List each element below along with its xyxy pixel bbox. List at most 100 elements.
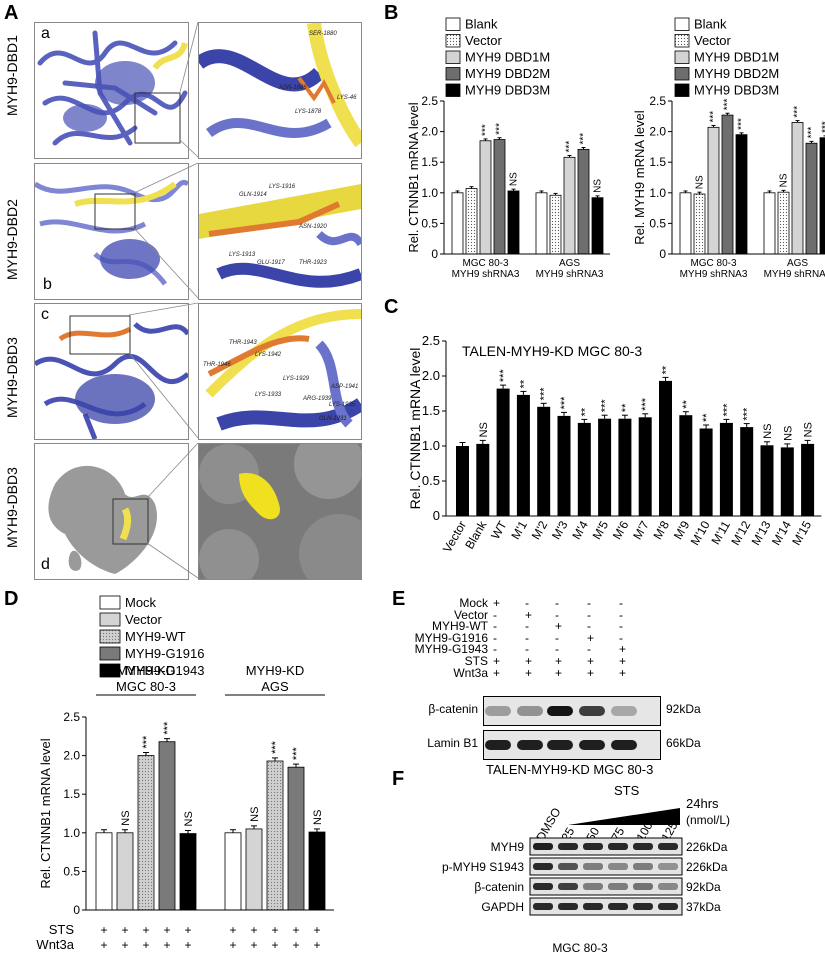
blot-band — [611, 706, 637, 716]
significance-label: NS — [249, 807, 261, 822]
significance-label: *** — [270, 740, 282, 754]
structure-dbd3-zoom: THR-1943 THR-1946 LYS-1942 LYS-1929 ASP-… — [198, 303, 362, 440]
sub-label-a: a — [41, 25, 50, 42]
significance-label: *** — [600, 399, 612, 413]
row-sign: + — [250, 923, 257, 937]
blot-strip — [529, 857, 683, 876]
y-tick-label: 2.5 — [649, 94, 666, 108]
x-tick-label: M'13 — [749, 518, 774, 547]
bar — [465, 188, 478, 255]
legend-swatch — [99, 663, 121, 678]
y-tick-label: 2.0 — [63, 749, 80, 763]
group-label: MGC 80-3 — [690, 258, 737, 269]
bar — [537, 406, 551, 516]
chart-title: TALEN-MYH9-KD MGC 80-3 — [462, 343, 642, 359]
bar — [638, 417, 652, 516]
residue-label: LYS-1942 — [255, 352, 282, 358]
blot-band — [583, 883, 603, 890]
residue-label: LYS-46 — [337, 95, 357, 101]
legend-label: MYH9 DBD3M — [465, 83, 550, 98]
y-tick-label: 0 — [659, 247, 666, 261]
blot-band — [533, 843, 553, 850]
significance-label: NS — [509, 172, 520, 186]
bar — [549, 194, 562, 255]
bar — [308, 831, 326, 911]
lane-sign: + — [555, 654, 563, 668]
significance-label: NS — [183, 811, 195, 826]
group-label: AGS — [787, 258, 808, 269]
size-label: 92kDa — [666, 702, 701, 716]
legend-label: Vector — [694, 33, 732, 48]
bar — [719, 422, 733, 516]
lane-sign: + — [619, 642, 627, 657]
y-tick-label: 1.5 — [421, 155, 438, 169]
lane-sign: + — [525, 607, 533, 622]
y-tick-label: 0.5 — [422, 473, 440, 488]
blot-band — [579, 706, 605, 716]
protein-label: p-MYH9 S1943 — [442, 860, 524, 874]
significance-label: NS — [695, 175, 706, 189]
significance-label: *** — [498, 369, 510, 383]
bar — [535, 192, 548, 255]
legend-swatch — [445, 83, 461, 97]
condition-label: MYH9-WT — [432, 619, 488, 634]
bar — [598, 418, 612, 516]
blot-caption: TALEN-MYH9-KD MGC 80-3 — [486, 762, 654, 777]
row-sign: + — [250, 938, 257, 952]
legend-swatch — [445, 67, 461, 81]
significance-label: *** — [565, 141, 576, 153]
group-label: MYH9 shRNA3 — [452, 269, 520, 280]
lane-sign: - — [525, 596, 529, 610]
blot-band — [633, 863, 653, 870]
significance-label: *** — [162, 721, 174, 735]
y-tick-label: 2.5 — [422, 333, 440, 348]
blot-band — [583, 843, 603, 850]
blot-band — [611, 740, 637, 750]
size-label: 226kDa — [686, 860, 728, 874]
y-tick-label: 1.0 — [421, 186, 438, 200]
y-tick-label: 0.5 — [421, 216, 438, 230]
significance-label: ** — [518, 379, 530, 388]
bar — [699, 428, 713, 516]
blot-band — [633, 883, 653, 890]
condition-label: MYH9-G1916 — [414, 630, 488, 645]
residue-label: LYS-1933 — [255, 392, 282, 398]
panel-c-chart: 0 0.5 1.0 1.5 2.0 2.5 TALEN-MYH9-KD MGC 80-3 Re… — [407, 333, 822, 555]
lane-sign: + — [555, 665, 563, 680]
legend-label: MYH9 DBD2M — [694, 66, 779, 81]
dose-wedge — [568, 808, 680, 825]
significance-label: NS — [779, 173, 790, 187]
residue-label: GLN-1931 — [319, 416, 347, 422]
blot-band — [608, 883, 628, 890]
y-tick-label: 2.0 — [422, 368, 440, 383]
significance-label: NS — [312, 810, 324, 825]
y-tick-label: 0 — [433, 508, 440, 523]
residue-label: LYS-1929 — [283, 376, 310, 382]
size-label: 226kDa — [686, 840, 728, 854]
significance-label: *** — [807, 127, 818, 139]
row-sign: + — [313, 938, 320, 952]
group-label: MGC 80-3 — [462, 258, 509, 269]
bar — [476, 443, 490, 516]
legend-label: MYH9 DBD1M — [694, 50, 779, 65]
legend-swatch — [674, 17, 690, 31]
blot-band — [558, 883, 578, 890]
significance-label: ** — [681, 399, 693, 408]
treatment-label: STS — [614, 783, 640, 798]
lane-sign: - — [555, 630, 559, 645]
row-sign: + — [121, 923, 128, 937]
significance-label: ** — [701, 413, 713, 422]
panel-f-label: F — [392, 768, 405, 790]
sub-label-c: c — [41, 306, 49, 323]
blot-strip — [529, 837, 683, 856]
legend-label: MYH9 DBD2M — [465, 66, 550, 81]
bar — [591, 197, 604, 255]
panel-e-label: E — [392, 588, 406, 610]
size-label: 92kDa — [686, 880, 721, 894]
legend-swatch — [99, 629, 121, 644]
blot-strip — [529, 877, 683, 896]
y-tick-label: 1.5 — [63, 787, 80, 801]
condition-label: STS — [464, 654, 488, 668]
sub-label-d: d — [41, 556, 50, 573]
bar — [791, 122, 804, 255]
